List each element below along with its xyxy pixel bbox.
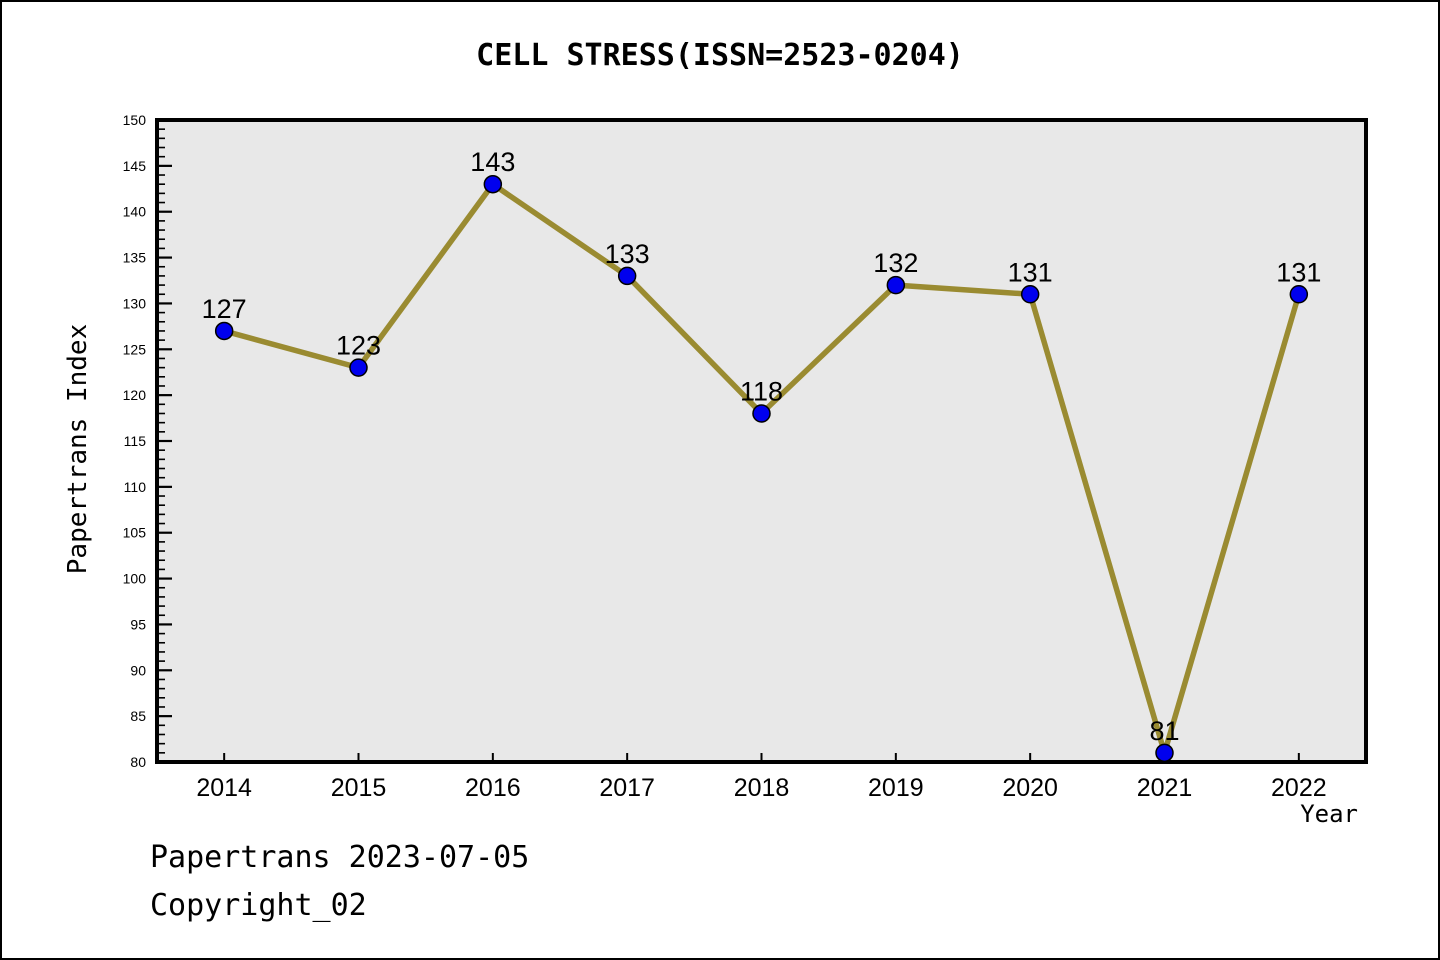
plot-frame [155,118,1368,764]
x-axis-label: Year [1300,800,1358,828]
data-point-label: 118 [740,376,783,406]
data-point-label: 133 [605,239,650,269]
x-tick-label: 2016 [465,774,521,802]
y-tick-label: 110 [124,479,147,495]
x-tick-label: 2018 [734,774,790,802]
plot-area [157,120,1366,762]
data-point [214,321,234,341]
x-tick-label: 2022 [1271,774,1327,802]
data-point [752,404,771,423]
data-point-label: 131 [1008,257,1053,287]
data-point [349,358,368,377]
data-point-label: 127 [202,294,247,324]
y-tick-label: 100 [123,571,147,587]
y-tick-label: 85 [130,708,146,724]
y-tick-label: 140 [123,204,147,220]
data-point [1020,285,1040,304]
y-tick-label: 130 [123,295,147,311]
data-point-label: 123 [336,331,381,361]
y-tick-label: 80 [130,754,146,770]
data-point [1155,743,1174,763]
footer-copyright: Copyright_02 [150,888,367,923]
x-tick-label: 2019 [868,774,924,802]
x-tick-label: 2014 [196,774,252,802]
chart-title: CELL STRESS(ISSN=2523-0204) [476,38,964,73]
data-point-label: 143 [470,147,515,177]
y-axis-label: Papertrans Index [63,323,93,575]
y-tick-label: 120 [123,387,147,403]
x-tick-label: 2020 [1002,774,1058,802]
data-point-label: 81 [1149,716,1179,746]
data-point [617,266,637,286]
y-tick-label: 145 [123,158,147,174]
y-tick-label: 125 [123,341,147,357]
data-point [886,275,906,295]
y-tick-label: 135 [123,250,147,266]
data-point-label: 132 [873,248,918,278]
y-tick-label: 95 [130,616,146,632]
y-tick-label: 105 [123,525,147,541]
y-tick-label: 90 [130,662,146,678]
x-tick-label: 2021 [1137,774,1193,802]
x-tick-label: 2017 [599,774,655,802]
footer-source-date: Papertrans 2023-07-05 [150,840,530,875]
y-tick-label: 150 [123,112,147,128]
data-point [483,174,503,194]
y-tick-label: 115 [124,433,147,449]
data-point [1289,285,1309,304]
data-point-label: 131 [1276,257,1321,287]
x-tick-label: 2015 [331,774,387,802]
